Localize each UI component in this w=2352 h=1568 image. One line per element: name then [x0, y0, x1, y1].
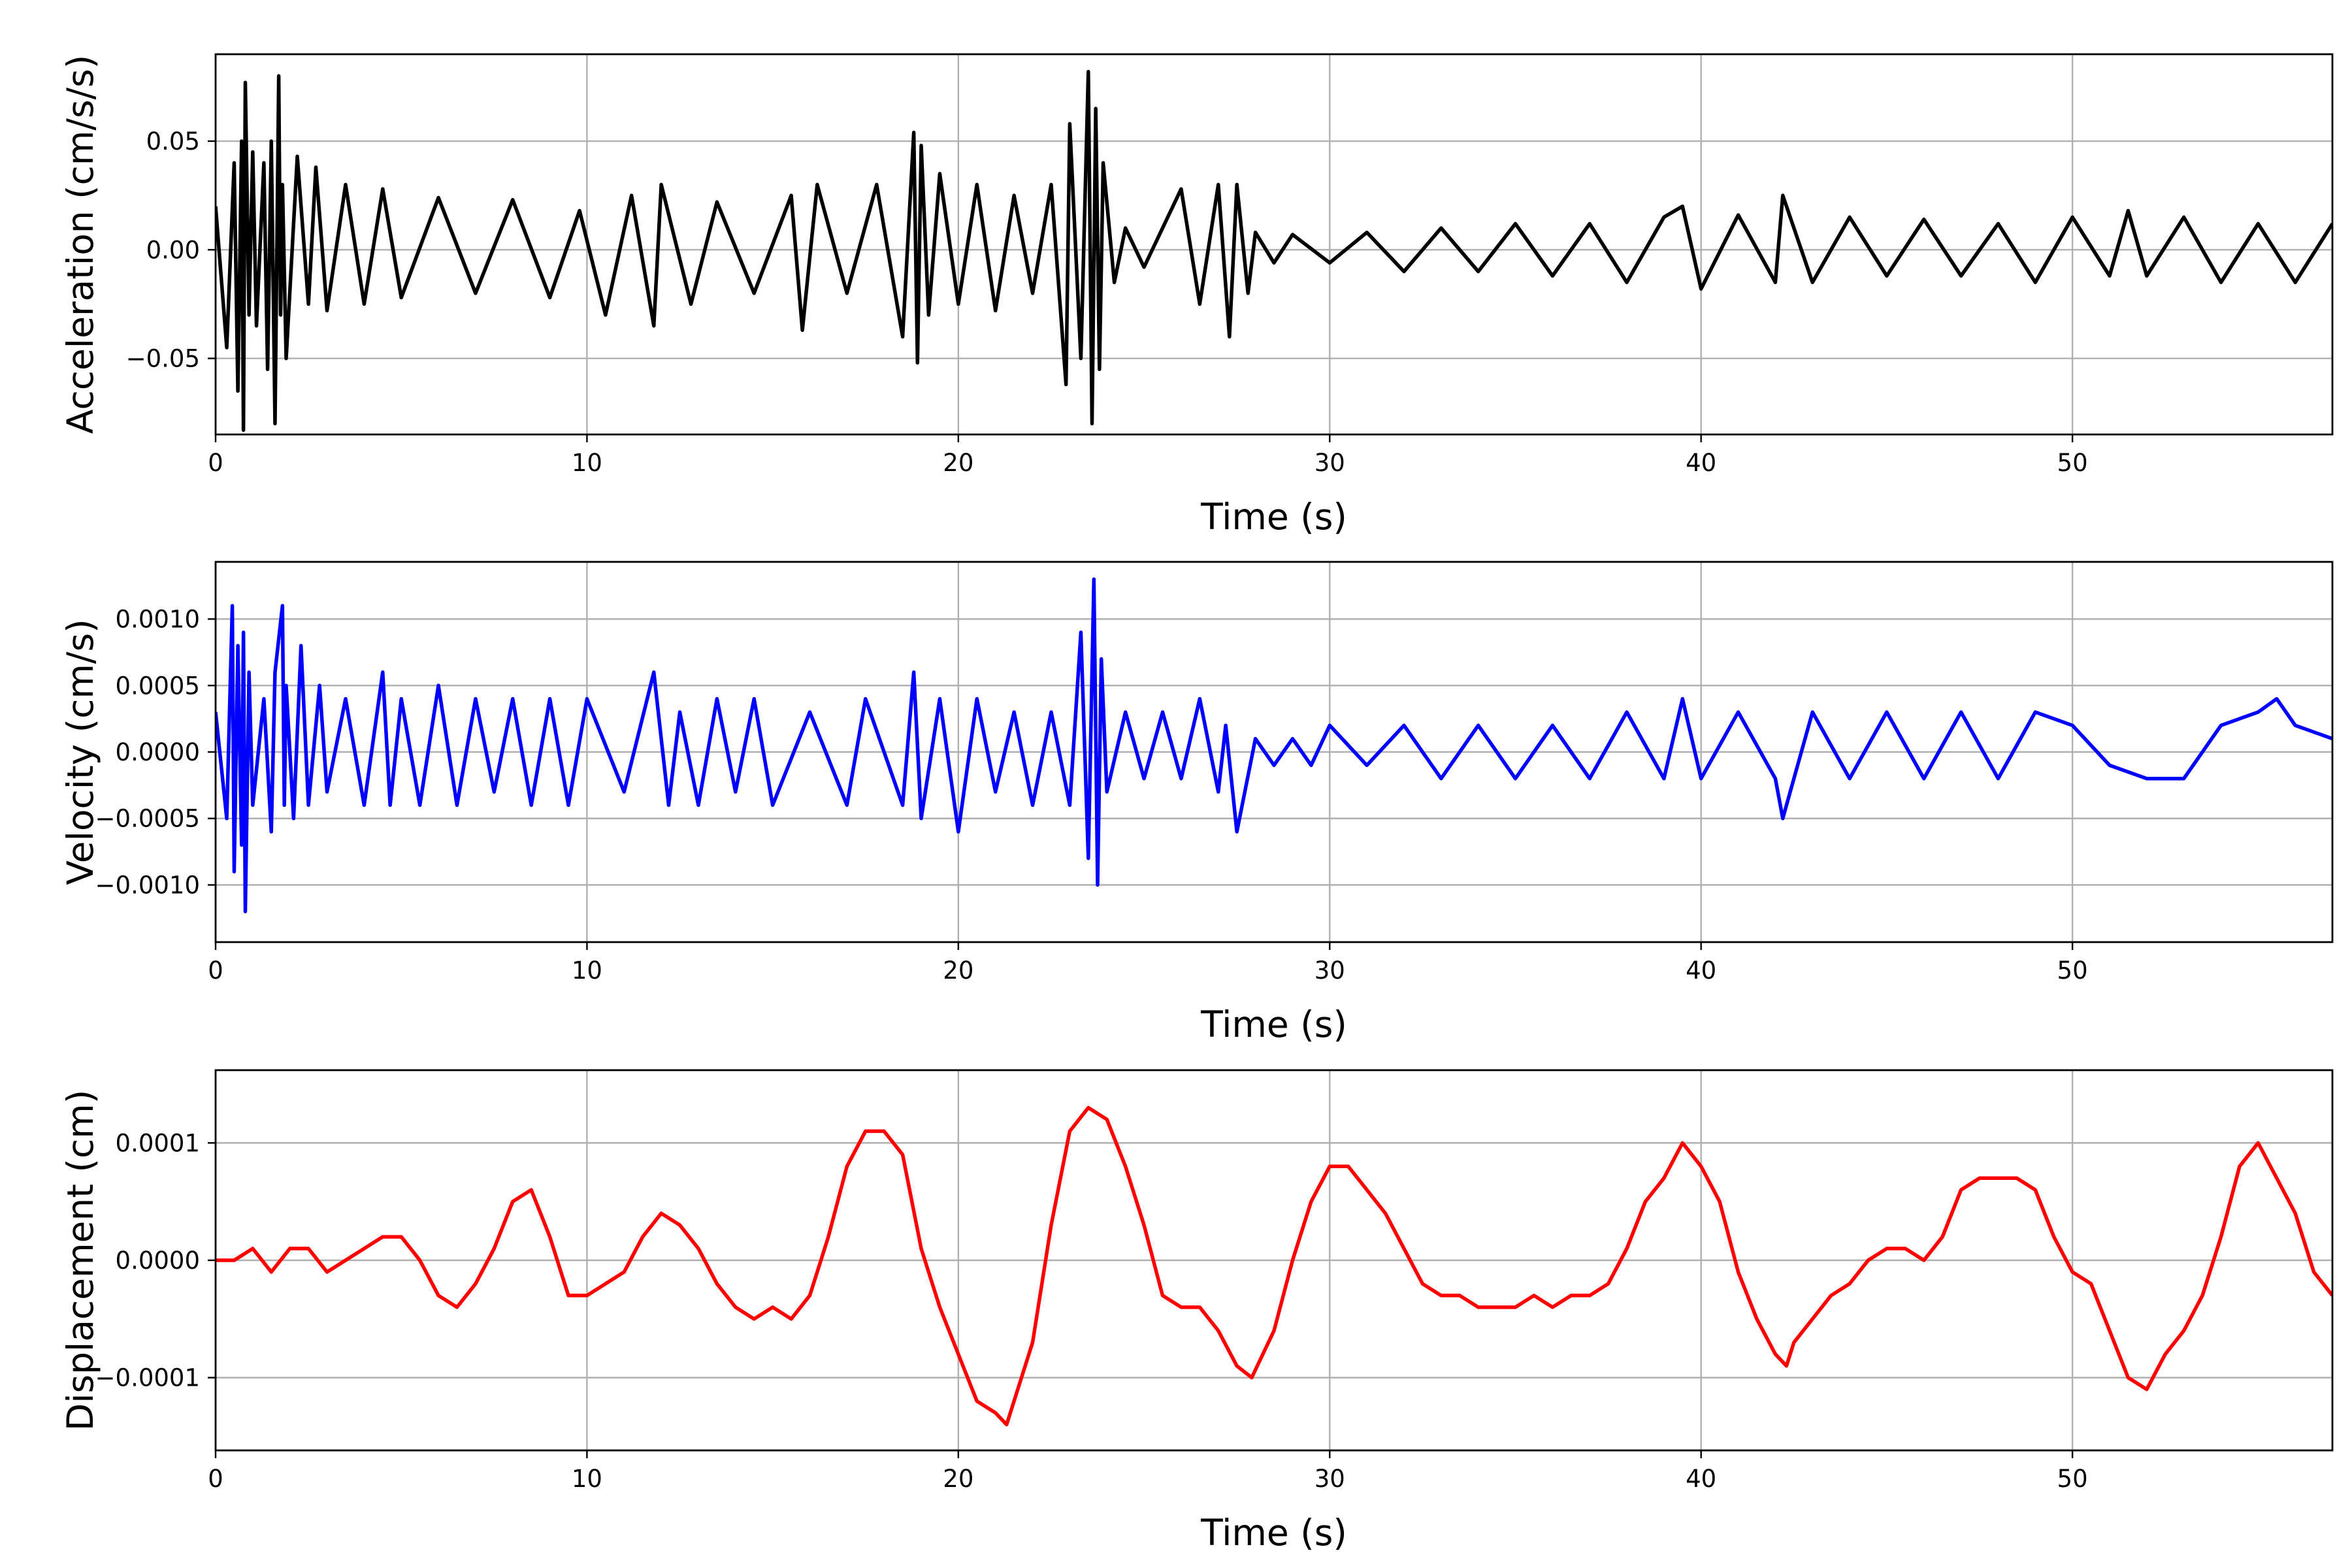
x-tick-label: 0	[208, 449, 223, 477]
velocity-y-axis-title: Velocity (cm/s)	[59, 619, 101, 885]
velocity-series-line	[216, 577, 2332, 913]
x-tick-label: 50	[2057, 449, 2088, 477]
x-tick-label: 20	[943, 449, 973, 477]
x-tick-label: 40	[1686, 449, 1716, 477]
x-tick-label: 50	[2057, 1465, 2088, 1493]
x-tick-label: 0	[208, 956, 223, 985]
y-tick-label: −0.05	[126, 345, 200, 373]
acceleration-axes-frame	[214, 53, 2334, 436]
x-tick-label: 20	[943, 1465, 973, 1493]
x-tick-label: 20	[943, 956, 973, 985]
velocity-x-axis-title: Time (s)	[1200, 1004, 1347, 1045]
x-tick-label: 10	[572, 449, 602, 477]
y-tick-label: 0.00	[146, 236, 200, 264]
y-tick-label: 0.0001	[116, 1129, 200, 1157]
acceleration-series-line	[216, 69, 2332, 433]
velocity-chart: 0 10 20 30 40 50 −0.0010 −0.0005 0.0000 0.0005 0.0…	[59, 561, 2334, 1045]
y-tick-label: 0.0000	[116, 1247, 200, 1275]
y-tick-label: 0.05	[146, 127, 200, 155]
y-tick-label: −0.0010	[95, 871, 200, 899]
x-tick-label: 0	[208, 1465, 223, 1493]
displacement-y-axis-title: Displacement (cm)	[59, 1090, 101, 1431]
displacement-series-line	[216, 1105, 2332, 1427]
acceleration-x-axis-title: Time (s)	[1200, 496, 1347, 538]
x-tick-label: 30	[1315, 1465, 1345, 1493]
y-tick-label: 0.0010	[116, 606, 200, 634]
y-tick-label: −0.0001	[95, 1364, 200, 1392]
y-tick-label: 0.0005	[116, 672, 200, 700]
x-tick-label: 10	[572, 956, 602, 985]
acceleration-chart: 0 10 20 30 40 50 −0.05 0.00 0.05 Time (s) Accelera…	[59, 53, 2334, 538]
x-tick-label: 30	[1315, 449, 1345, 477]
displacement-x-axis-title: Time (s)	[1200, 1512, 1347, 1554]
x-tick-label: 40	[1686, 1465, 1716, 1493]
acceleration-y-axis-title: Acceleration (cm/s/s)	[59, 55, 101, 434]
x-tick-label: 40	[1686, 956, 1716, 985]
x-tick-label: 10	[572, 1465, 602, 1493]
x-tick-label: 50	[2057, 956, 2088, 985]
y-tick-label: 0.0000	[116, 738, 200, 766]
displacement-chart: 0 10 20 30 40 50 −0.0001 0.0000 0.0001 Time (s) Di…	[59, 1069, 2334, 1554]
y-tick-label: −0.0005	[95, 805, 200, 833]
x-tick-label: 30	[1315, 956, 1345, 985]
